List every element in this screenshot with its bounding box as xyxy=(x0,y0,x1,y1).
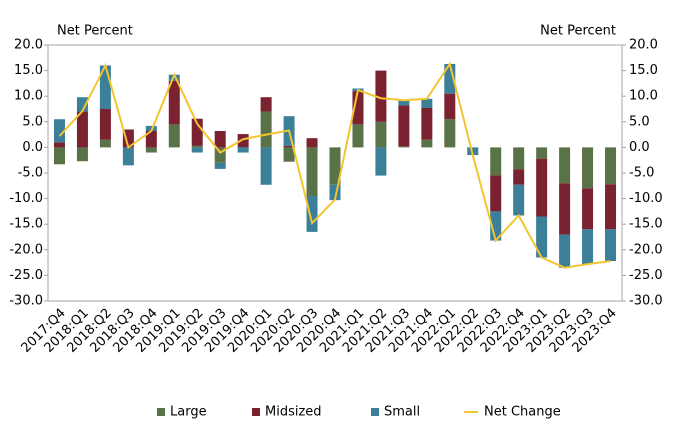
bar-segment xyxy=(375,147,387,176)
bar-segment xyxy=(168,74,180,81)
bar-segment xyxy=(214,131,226,148)
y2-tick-label: -5.0 xyxy=(629,166,654,181)
bar-segment xyxy=(536,147,548,159)
bar-segment xyxy=(76,111,88,148)
bar-segment xyxy=(490,175,502,212)
bar-segment xyxy=(582,188,594,230)
bar-segment xyxy=(582,229,594,265)
y-tick-label: -5.0 xyxy=(18,166,43,181)
bar-segment xyxy=(605,184,617,230)
bar-segment xyxy=(191,147,203,153)
y-tick-label: -30.0 xyxy=(9,294,43,309)
y-tick-label: -15.0 xyxy=(9,217,43,232)
bar-segment xyxy=(329,184,341,201)
bar-segment xyxy=(375,70,387,122)
bar-segment xyxy=(444,93,456,120)
bar-segment xyxy=(352,91,364,125)
bar-segment xyxy=(421,98,433,108)
bar-segment xyxy=(99,109,111,140)
legend-label: Midsized xyxy=(265,405,322,420)
bar-segment xyxy=(237,147,249,153)
bar-segment xyxy=(122,129,134,148)
y-axis-title: Net Percent xyxy=(57,24,133,39)
legend-label: Large xyxy=(170,405,207,420)
y-tick-label: -25.0 xyxy=(9,268,43,283)
bar-segment xyxy=(605,229,617,262)
y-tick-label: -10.0 xyxy=(9,191,43,206)
bar-segment xyxy=(168,80,180,125)
bar-segment xyxy=(191,145,203,148)
bar-segment xyxy=(260,147,272,185)
net-line xyxy=(58,61,611,269)
y2-tick-label: 15.0 xyxy=(629,63,658,78)
bar-segment xyxy=(559,147,571,184)
bar-segment xyxy=(398,146,410,148)
bar-segment xyxy=(582,147,594,189)
bar-segment xyxy=(76,97,88,112)
y2-axis-title: Net Percent xyxy=(540,24,616,39)
legend-label: Small xyxy=(384,405,420,420)
y2-tick-label: 20.0 xyxy=(629,38,658,53)
bar-segment xyxy=(444,119,456,148)
y2-tick-label: -10.0 xyxy=(629,191,663,206)
y2-tick-label: -20.0 xyxy=(629,242,663,257)
legend-swatch xyxy=(157,408,165,416)
bar-segment xyxy=(145,131,157,148)
bar-segment xyxy=(421,139,433,148)
bar-segment xyxy=(605,147,617,185)
y-tick-label: -20.0 xyxy=(9,242,43,257)
legend-swatch xyxy=(371,408,379,416)
bar-segment xyxy=(536,158,548,217)
bar-segment xyxy=(513,184,525,216)
bar-segment xyxy=(53,147,65,165)
bar-segment xyxy=(53,142,65,148)
legend-label: Net Change xyxy=(484,405,561,420)
bar-segment xyxy=(329,147,341,185)
bar-segment xyxy=(168,124,180,148)
y-tick-label: 15.0 xyxy=(14,63,43,78)
bar-segment xyxy=(191,118,203,146)
y2-tick-label: -25.0 xyxy=(629,268,663,283)
y2-tick-label: -15.0 xyxy=(629,217,663,232)
bar-segment xyxy=(559,234,571,268)
bar-segment xyxy=(76,147,88,162)
bar-segment xyxy=(398,105,410,147)
bar-segment xyxy=(260,97,272,112)
bar-segment xyxy=(99,65,111,109)
y-tick-label: 10.0 xyxy=(14,89,43,104)
y-tick-label: 5.0 xyxy=(22,114,43,129)
bar-segment xyxy=(559,183,571,235)
bar-segment xyxy=(260,111,272,148)
y2-tick-label: 10.0 xyxy=(629,89,658,104)
bar-segment xyxy=(237,134,249,148)
bar-segment xyxy=(513,169,525,185)
legend-swatch xyxy=(252,408,260,416)
y-tick-label: 20.0 xyxy=(14,38,43,53)
bar-segment xyxy=(53,119,65,143)
bar-segment xyxy=(283,145,295,148)
bar-segment xyxy=(214,162,226,169)
bar-segment xyxy=(513,147,525,170)
y-tick-label: 0.0 xyxy=(22,140,43,155)
y2-tick-label: 5.0 xyxy=(629,114,650,129)
bar-segment xyxy=(306,147,318,197)
bar-segment xyxy=(99,139,111,148)
bar-segment xyxy=(122,147,134,166)
bar-segment xyxy=(145,147,157,153)
bar-segment xyxy=(421,107,433,140)
bar-segment xyxy=(306,138,318,148)
bar-segment xyxy=(214,147,226,163)
bar-segment xyxy=(283,147,295,162)
y2-tick-label: 0.0 xyxy=(629,140,650,155)
bar-segment xyxy=(490,147,502,176)
bar-segment xyxy=(398,100,410,106)
bar-segment xyxy=(352,124,364,148)
bar-segment xyxy=(306,196,318,232)
y2-tick-label: -30.0 xyxy=(629,294,663,309)
bar-segment xyxy=(490,211,502,241)
bar-segment xyxy=(375,121,387,148)
bar-segment xyxy=(536,216,548,258)
bar-segment xyxy=(444,63,456,94)
